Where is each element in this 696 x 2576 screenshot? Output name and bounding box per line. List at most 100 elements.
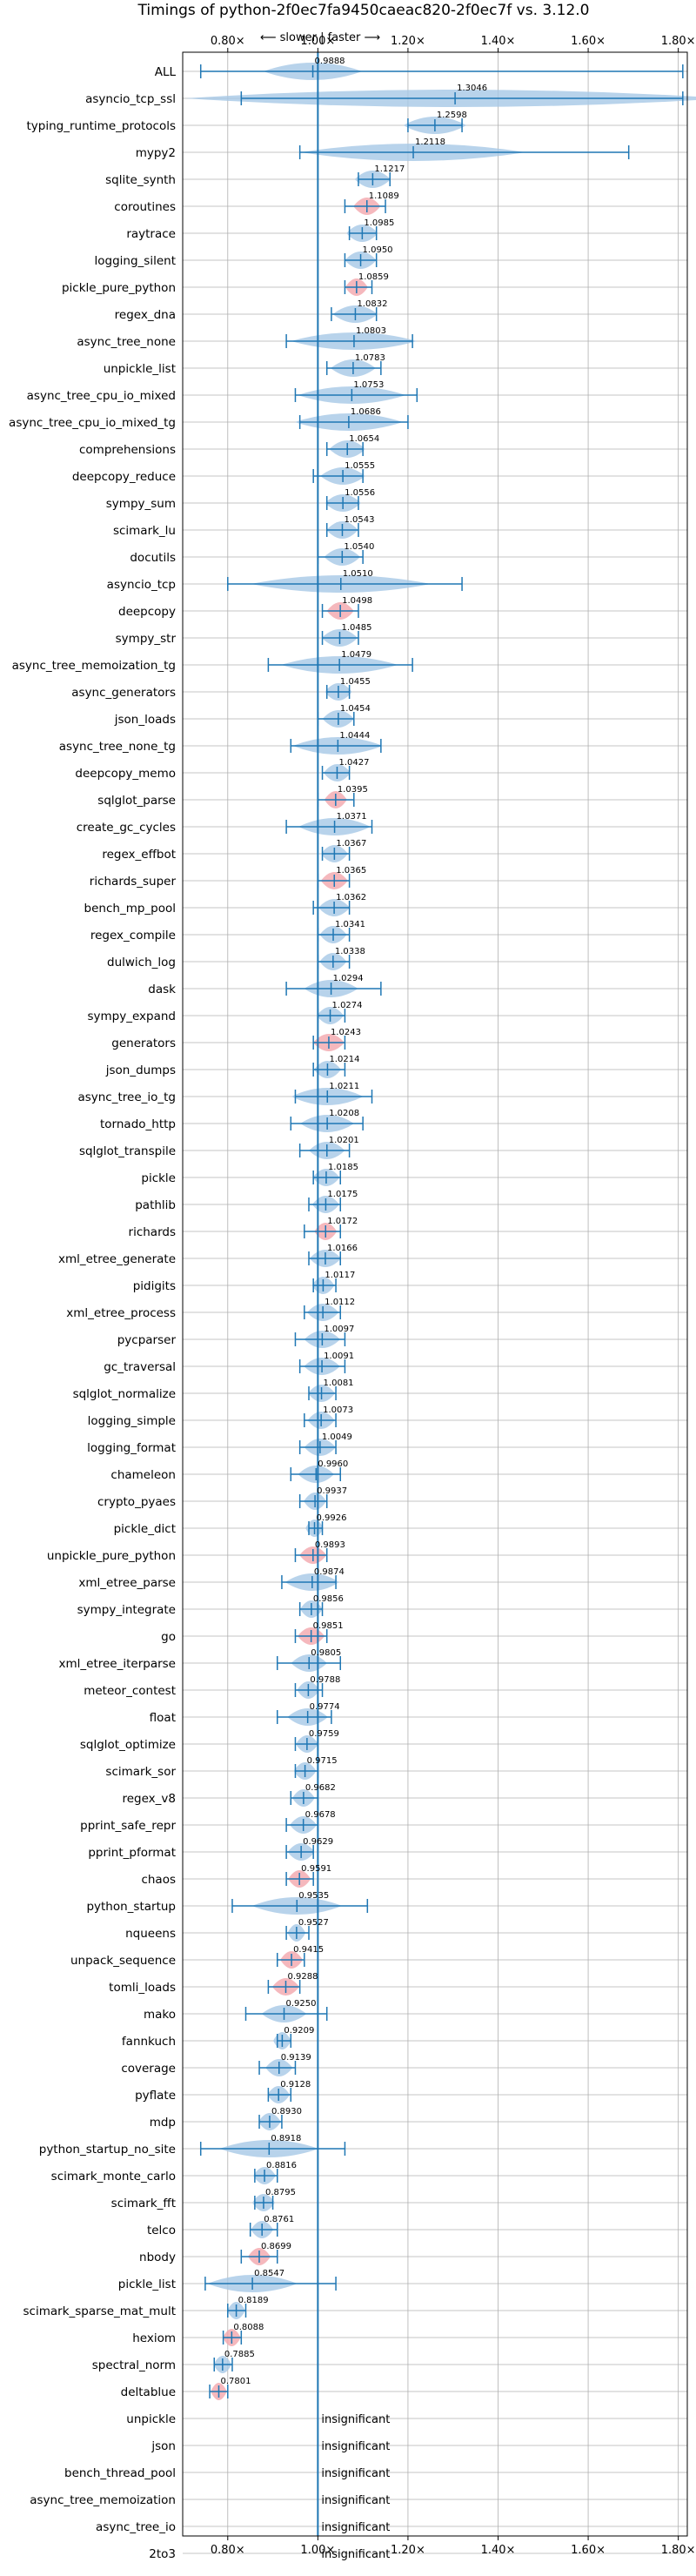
mean-label: 1.0243	[331, 1028, 361, 1037]
benchmark-label: coverage	[121, 2062, 176, 2076]
mean-label: 0.9715	[307, 1756, 338, 1766]
mean-label: 1.0172	[327, 1217, 358, 1226]
benchmark-label: async_tree_cpu_io_mixed	[27, 389, 176, 403]
benchmark-label: coroutines	[114, 200, 176, 214]
mean-label: 0.9888	[315, 57, 345, 66]
benchmark-label: scimark_lu	[113, 524, 176, 538]
benchmark-label: tomli_loads	[109, 1981, 176, 1995]
mean-label: 1.0362	[336, 893, 366, 902]
mean-label: 1.1217	[374, 164, 405, 174]
benchmark-label: 2to3	[149, 2547, 176, 2561]
benchmark-label: go	[161, 1630, 176, 1644]
benchmark-label: pprint_pformat	[88, 1846, 176, 1860]
mean-label: 1.0214	[329, 1055, 359, 1064]
bottom-tick-label: 0.80×	[211, 2544, 245, 2557]
benchmark-label: dask	[148, 983, 176, 996]
benchmark-label: unpickle	[126, 2412, 176, 2426]
benchmark-label: async_tree_cpu_io_mixed_tg	[9, 416, 176, 430]
mean-label: 1.0498	[342, 596, 372, 606]
top-tick-label: 0.80×	[211, 35, 245, 48]
benchmark-label: regex_effbot	[102, 848, 176, 862]
benchmark-label: richards	[129, 1225, 176, 1239]
mean-label: 1.0510	[343, 569, 373, 579]
mean-label: 0.8795	[265, 2188, 296, 2197]
mean-label: 0.8930	[271, 2107, 302, 2116]
mean-label: 0.8088	[233, 2323, 264, 2332]
benchmark-label: logging_simple	[88, 1414, 176, 1428]
benchmark-label: deepcopy_memo	[75, 767, 176, 781]
mean-label: 1.0543	[344, 515, 374, 525]
benchmark-label: scimark_sor	[105, 1765, 176, 1779]
benchmark-label: python_startup	[86, 1900, 176, 1914]
benchmark-label: sqlglot_optimize	[80, 1738, 176, 1752]
benchmark-label: pidigits	[133, 1279, 176, 1293]
benchmark-label: async_tree_none_tg	[59, 740, 176, 754]
mean-label: 0.8547	[254, 2269, 284, 2278]
mean-label: 0.9960	[318, 1459, 348, 1469]
top-tick-label: 1.00×	[300, 35, 335, 48]
insignificant-label: insignificant	[321, 2413, 390, 2426]
direction-caption: ⟵ slower | faster ⟶	[260, 31, 380, 44]
mean-label: 1.2598	[437, 111, 467, 120]
benchmark-label: sqlglot_transpile	[79, 1144, 176, 1158]
benchmark-label: pathlib	[135, 1198, 176, 1212]
mean-label: 1.0091	[324, 1352, 354, 1361]
mean-label: 1.0049	[322, 1432, 352, 1442]
benchmark-label: docutils	[130, 551, 176, 565]
mean-label: 0.9527	[298, 1918, 329, 1928]
mean-label: 0.9288	[287, 1972, 318, 1982]
mean-label: 1.0803	[356, 326, 386, 336]
mean-label: 0.9678	[305, 1810, 336, 1820]
mean-label: 1.0166	[327, 1244, 358, 1253]
benchmark-label: scimark_fft	[111, 2197, 176, 2210]
mean-label: 0.8699	[261, 2242, 291, 2251]
benchmark-label: xml_etree_process	[66, 1306, 176, 1320]
mean-label: 1.0455	[340, 677, 371, 687]
benchmark-label: mypy2	[136, 146, 176, 160]
mean-label: 0.8189	[238, 2296, 269, 2305]
benchmark-label: chameleon	[110, 1468, 176, 1482]
mean-label: 1.0753	[353, 380, 384, 390]
mean-label: 0.9926	[317, 1513, 347, 1523]
benchmark-label: async_generators	[71, 686, 176, 700]
benchmark-label: nqueens	[125, 1927, 176, 1941]
mean-label: 0.8918	[271, 2134, 301, 2143]
mean-label: 1.0985	[364, 218, 394, 228]
benchmark-label: meteor_contest	[84, 1684, 176, 1698]
mean-label: 1.0454	[340, 704, 371, 714]
mean-label: 1.0950	[363, 245, 393, 255]
benchmark-label: json_loads	[114, 713, 176, 727]
benchmark-label: pickle_pure_python	[62, 281, 176, 295]
mean-label: 0.9535	[298, 1891, 329, 1901]
mean-label: 0.9893	[315, 1540, 345, 1550]
mean-label: 0.9937	[317, 1486, 347, 1496]
benchmark-label: async_tree_memoization	[30, 2493, 176, 2507]
benchmark-label: pyflate	[135, 2089, 176, 2103]
mean-label: 0.9759	[309, 1729, 339, 1739]
benchmark-label: dulwich_log	[107, 956, 176, 969]
top-tick-label: 1.60×	[571, 35, 606, 48]
benchmark-label: async_tree_io_tg	[77, 1090, 176, 1104]
benchmark-label: regex_compile	[90, 929, 176, 943]
mean-label: 0.7801	[220, 2377, 251, 2386]
benchmark-label: unpack_sequence	[70, 1954, 176, 1968]
benchmark-label: xml_etree_parse	[78, 1576, 176, 1590]
benchmark-label: gc_traversal	[104, 1360, 176, 1374]
benchmark-label: bench_thread_pool	[64, 2466, 176, 2480]
mean-label: 0.9629	[303, 1837, 333, 1847]
mean-label: 0.9851	[313, 1621, 344, 1631]
plot-frame	[182, 51, 688, 2537]
benchmark-label: raytrace	[126, 227, 176, 241]
top-tick-label: 1.20×	[391, 35, 425, 48]
benchmark-label: pickle_dict	[114, 1522, 176, 1536]
mean-label: 0.9591	[301, 1864, 331, 1874]
mean-label: 1.0175	[327, 1190, 358, 1199]
benchmark-label: sympy_str	[116, 632, 177, 646]
mean-label: 0.8761	[264, 2215, 294, 2224]
benchmark-label: logging_silent	[95, 254, 176, 268]
benchmark-label: pickle_list	[118, 2277, 176, 2291]
mean-label: 1.0859	[358, 272, 389, 282]
mean-label: 1.0073	[323, 1405, 353, 1415]
benchmark-label: telco	[147, 2224, 176, 2237]
benchmark-label: pickle	[141, 1171, 176, 1185]
